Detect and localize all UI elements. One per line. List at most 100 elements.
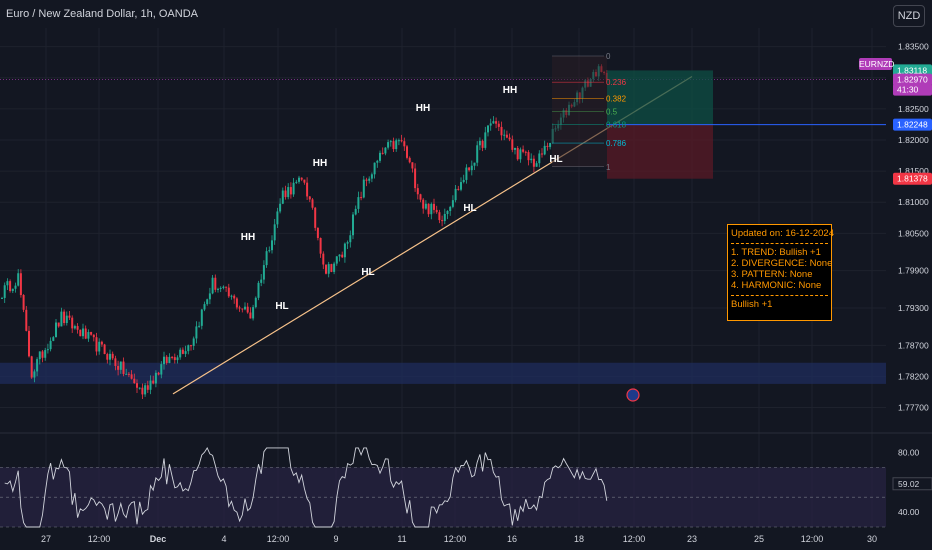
candle-body <box>11 288 14 292</box>
candle-body <box>190 345 192 347</box>
candle-body <box>114 358 117 366</box>
candle-body <box>457 188 460 190</box>
candle-body <box>268 250 271 252</box>
candle-body <box>357 197 360 209</box>
candle-body <box>238 307 241 309</box>
candle-body <box>157 372 160 375</box>
stop-loss-zone <box>607 124 713 179</box>
candle-body <box>406 146 408 158</box>
candle-body <box>44 350 47 358</box>
candle-body <box>295 181 298 183</box>
candle-body <box>217 288 219 290</box>
candle-body <box>19 273 22 296</box>
candle-body <box>389 141 392 143</box>
candle-body <box>192 338 195 346</box>
candle-body <box>208 293 211 300</box>
candle-body <box>176 357 179 361</box>
fib-label: 0.618 <box>606 120 627 129</box>
candle-body <box>341 254 344 258</box>
candle-body <box>46 349 49 351</box>
candles <box>1 64 608 399</box>
candle-body <box>184 351 187 354</box>
candle-body <box>41 351 44 358</box>
candle-body <box>109 353 111 360</box>
candle-body <box>333 263 336 272</box>
candle-body <box>530 158 533 161</box>
candle-body <box>144 385 147 395</box>
candle-body <box>163 356 165 365</box>
candle-body <box>395 140 398 150</box>
candle-body <box>538 153 541 164</box>
candle-body <box>330 264 333 272</box>
info-line: 3. PATTERN: None <box>731 269 813 280</box>
candle-body <box>63 311 66 324</box>
fib-label: 0 <box>606 52 611 61</box>
info-line: 1. TREND: Bullish +1 <box>731 247 821 258</box>
candle-body <box>84 328 87 339</box>
price-tag-label: 1.81378 <box>897 174 928 184</box>
currency-button[interactable]: NZD <box>893 5 925 27</box>
info-summary: Bullish +1 <box>731 299 773 310</box>
candle-body <box>230 295 233 297</box>
candle-body <box>532 158 535 167</box>
candle-body <box>95 337 98 352</box>
price-tick-label: 1.79900 <box>898 266 929 276</box>
candle-body <box>368 178 371 181</box>
candle-body <box>103 344 106 355</box>
candle-body <box>354 208 357 215</box>
candle-body <box>519 149 522 160</box>
candle-body <box>211 277 214 294</box>
demand-zone <box>0 362 886 384</box>
candle-body <box>381 152 384 154</box>
time-tick-label: Dec <box>150 534 167 544</box>
candle-body <box>422 199 425 209</box>
fib-label: 0.786 <box>606 139 627 148</box>
candle-body <box>76 326 79 330</box>
fib-label: 0.382 <box>606 94 627 103</box>
candle-body <box>289 187 292 195</box>
candle-body <box>541 153 543 155</box>
candle-body <box>14 285 17 289</box>
candle-body <box>168 356 171 363</box>
candle-body <box>327 264 330 274</box>
candle-body <box>505 134 508 138</box>
time-tick-label: 9 <box>333 534 338 544</box>
candle-body <box>325 264 327 274</box>
candle-body <box>322 253 325 265</box>
candle-body <box>306 182 309 197</box>
price-tag-label: 1.82970 <box>897 75 928 85</box>
candle-body <box>271 240 273 251</box>
candle-body <box>435 209 438 213</box>
candle-body <box>249 312 252 319</box>
candle-body <box>481 140 484 148</box>
candle-body <box>473 162 476 166</box>
price-tick-label: 1.82500 <box>898 104 929 114</box>
candle-body <box>508 137 511 140</box>
candle-body <box>1 297 3 299</box>
candle-body <box>495 121 498 124</box>
rsi-value-label: 59.02 <box>898 479 920 489</box>
price-tick-label: 1.79300 <box>898 303 929 313</box>
candle-body <box>462 179 465 183</box>
price-tag <box>893 83 932 96</box>
candle-body <box>352 214 354 236</box>
fib-label: 0.236 <box>606 78 627 87</box>
time-tick-label: 4 <box>221 534 226 544</box>
time-tick-label: 18 <box>574 534 584 544</box>
candle-body <box>60 311 63 327</box>
candle-body <box>319 237 322 254</box>
candle-body <box>476 145 479 163</box>
candle-body <box>136 383 138 388</box>
candle-body <box>138 387 141 389</box>
candle-body <box>470 165 473 171</box>
candle-body <box>387 142 390 148</box>
candle-body <box>314 207 317 228</box>
structure-label: HL <box>275 301 288 312</box>
candle-body <box>111 353 114 359</box>
candle-body <box>281 190 284 204</box>
candle-body <box>160 364 163 375</box>
info-divider <box>731 295 828 296</box>
candle-body <box>427 203 430 215</box>
candle-body <box>411 162 414 169</box>
